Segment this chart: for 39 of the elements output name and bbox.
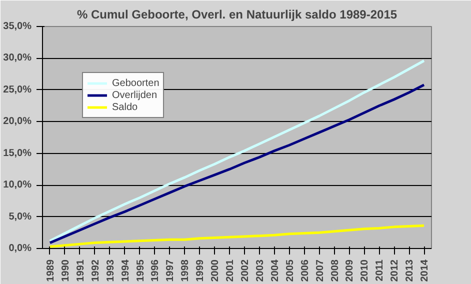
x-tick-label: 1991 xyxy=(75,259,86,282)
x-tick-label: 1992 xyxy=(90,259,102,282)
x-tick-label: 1994 xyxy=(120,259,132,282)
x-tick-label: 2006 xyxy=(300,259,311,282)
y-tick-label: 15,0% xyxy=(3,148,32,159)
y-tick-label: 30,0% xyxy=(3,52,32,64)
x-tick-label: 2003 xyxy=(254,259,266,282)
x-tick-label: 2001 xyxy=(225,259,236,282)
y-tick-label: 10,0% xyxy=(3,180,32,191)
x-tick-label: 1998 xyxy=(180,259,192,282)
y-tick-label: 5,0% xyxy=(8,211,32,222)
y-tick-label: 20,0% xyxy=(3,116,32,128)
x-tick-label: 2004 xyxy=(270,259,281,282)
x-tick-label: 2014 xyxy=(420,259,431,282)
x-tick-label: 2000 xyxy=(210,259,222,282)
x-tick-label: 2012 xyxy=(390,259,401,282)
y-tick-label: 0,0% xyxy=(8,243,32,254)
x-tick-label: 1999 xyxy=(195,259,206,282)
x-tick-label: 2007 xyxy=(314,259,326,282)
y-tick-label: 25,0% xyxy=(3,84,32,96)
x-tick-label: 1993 xyxy=(105,259,116,282)
line-series xyxy=(48,224,426,248)
x-tick-label: 2005 xyxy=(284,259,296,282)
x-tick-label: 1997 xyxy=(165,259,176,282)
x-tick-label: 1989 xyxy=(45,259,56,282)
legend-label: Saldo xyxy=(112,101,138,113)
y-tick-label: 35,0% xyxy=(3,21,32,32)
x-tick-label: 2010 xyxy=(360,259,371,282)
x-tick-label: 2009 xyxy=(344,259,356,282)
x-tick-label: 1990 xyxy=(60,259,72,282)
x-tick-label: 2011 xyxy=(374,259,386,282)
legend-label: Overlijden xyxy=(112,89,158,101)
chart-title: % Cumul Geboorte, Overl. en Natuurlijk saldo 1989-2015 xyxy=(76,8,398,22)
x-tick-label: 2002 xyxy=(240,259,251,282)
legend-label: Geboorten xyxy=(112,77,160,89)
x-tick-label: 1996 xyxy=(150,259,162,282)
x-tick-label: 2008 xyxy=(330,259,341,282)
x-tick-label: 1995 xyxy=(135,259,146,282)
x-tick-label: 2013 xyxy=(404,259,416,282)
